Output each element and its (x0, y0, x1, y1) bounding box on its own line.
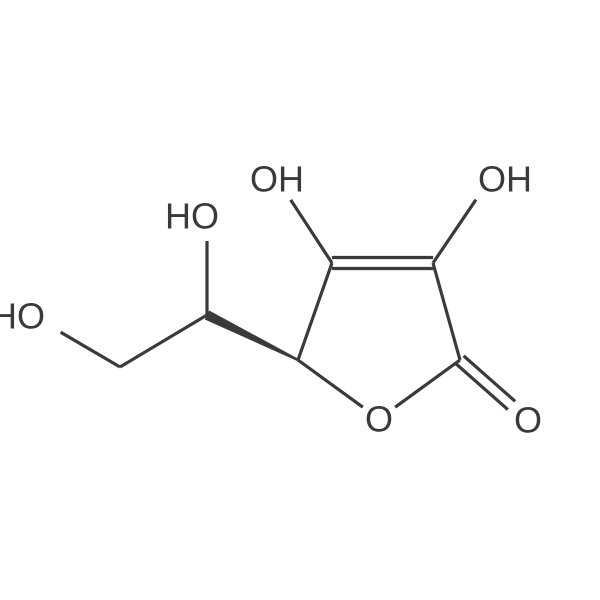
atom-label-O8: OH (250, 159, 304, 200)
atom-label-O11: HO (165, 196, 219, 237)
atom-label-O6: O (514, 400, 542, 441)
atom-label-O7: OH (478, 159, 532, 200)
atom-label-O5: O (365, 399, 393, 440)
molecule-diagram: O O OH OH HO HO (0, 0, 600, 600)
stereo-wedge (205, 311, 299, 362)
atom-label-O12: HO (0, 296, 45, 337)
